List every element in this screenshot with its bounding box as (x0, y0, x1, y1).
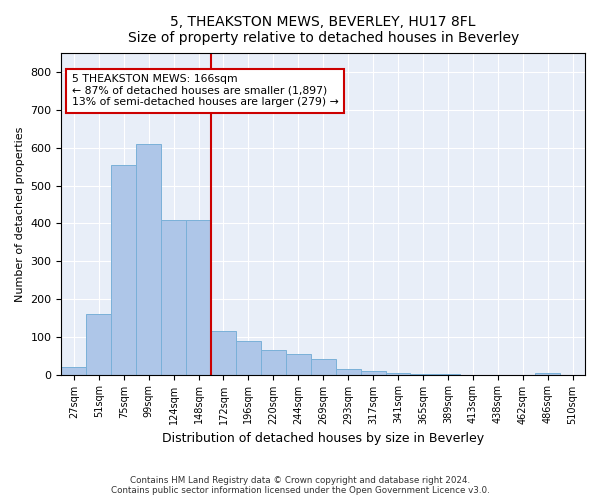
Bar (311, 360, 335, 374)
Bar (111, 165, 136, 374)
Bar (236, 340, 261, 374)
Bar (161, 220, 186, 374)
Y-axis label: Number of detached properties: Number of detached properties (15, 126, 25, 302)
Bar (535, 372, 560, 374)
Bar (61, 367, 86, 374)
Bar (335, 369, 361, 374)
Bar (386, 372, 410, 374)
Bar (186, 220, 211, 374)
Text: 5 THEAKSTON MEWS: 166sqm
← 87% of detached houses are smaller (1,897)
13% of sem: 5 THEAKSTON MEWS: 166sqm ← 87% of detach… (72, 74, 338, 108)
X-axis label: Distribution of detached houses by size in Beverley: Distribution of detached houses by size … (162, 432, 484, 445)
Bar (211, 331, 236, 374)
Bar (286, 354, 311, 374)
Title: 5, THEAKSTON MEWS, BEVERLEY, HU17 8FL
Size of property relative to detached hous: 5, THEAKSTON MEWS, BEVERLEY, HU17 8FL Si… (128, 15, 519, 45)
Bar (361, 371, 386, 374)
Text: Contains HM Land Registry data © Crown copyright and database right 2024.
Contai: Contains HM Land Registry data © Crown c… (110, 476, 490, 495)
Bar (261, 350, 286, 374)
Bar (136, 144, 161, 374)
Bar (86, 314, 111, 374)
